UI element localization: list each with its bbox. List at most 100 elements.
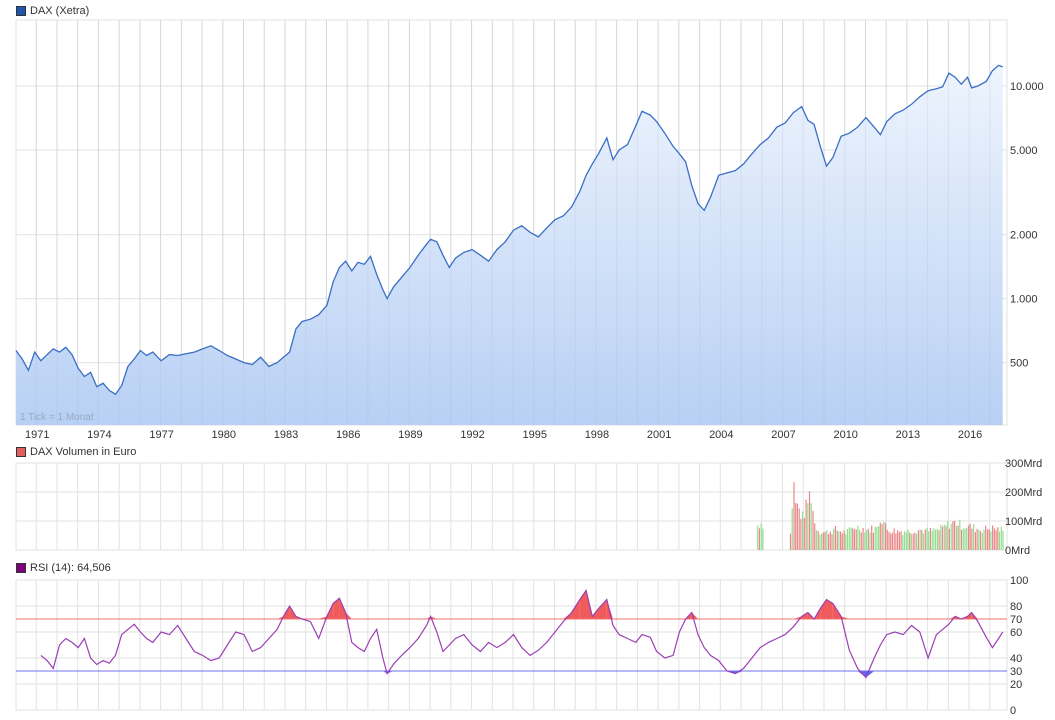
volume-bar xyxy=(895,533,897,550)
volume-bar xyxy=(800,518,802,550)
volume-bar xyxy=(990,531,992,550)
rsi-y-tick: 60 xyxy=(1010,627,1022,639)
volume-bar xyxy=(812,510,814,550)
volume-bar xyxy=(822,532,824,550)
volume-bar xyxy=(902,534,904,550)
volume-bar xyxy=(940,524,942,550)
x-tick: 2013 xyxy=(896,429,920,441)
volume-bar xyxy=(793,482,795,550)
volume-bar xyxy=(841,533,843,550)
volume-bar xyxy=(966,528,968,550)
volume-bar xyxy=(860,532,862,550)
volume-bar xyxy=(998,531,1001,550)
rsi-overbought-fill xyxy=(571,599,580,619)
volume-bar xyxy=(903,531,906,550)
volume-bar xyxy=(979,531,982,550)
volume-bar xyxy=(758,528,760,550)
volume-bar xyxy=(802,511,804,550)
legend-rsi-swatch xyxy=(16,563,26,573)
volume-bar xyxy=(952,521,954,550)
tick-note: 1 Tick = 1 Monat xyxy=(20,412,94,423)
volume-bar xyxy=(974,531,976,550)
volume-bar xyxy=(985,525,987,550)
x-tick: 1998 xyxy=(585,429,609,441)
volume-bar xyxy=(928,531,930,550)
x-tick: 2016 xyxy=(958,429,982,441)
volume-bar xyxy=(789,533,792,550)
volume-bar xyxy=(947,521,949,550)
volume-bar xyxy=(997,527,999,550)
volume-bar xyxy=(796,503,798,550)
volume-bar xyxy=(919,529,921,550)
volume-bar xyxy=(964,528,966,550)
volume-bar xyxy=(805,499,807,550)
volume-bar xyxy=(824,531,826,550)
volume-bar xyxy=(917,530,919,550)
rsi-y-tick: 80 xyxy=(1010,601,1022,613)
volume-bar xyxy=(791,508,793,550)
volume-bar xyxy=(879,522,881,550)
volume-bar xyxy=(992,525,994,550)
volume-bar xyxy=(814,523,816,550)
x-tick: 1971 xyxy=(25,429,49,441)
x-tick: 1974 xyxy=(87,429,111,441)
volume-bar xyxy=(881,524,883,550)
volume-bar xyxy=(840,531,842,550)
volume-bar xyxy=(808,491,811,550)
volume-y-tick: 0Mrd xyxy=(1005,545,1030,557)
x-tick: 1980 xyxy=(212,429,236,441)
volume-bar xyxy=(795,503,797,550)
volume-bar xyxy=(993,528,995,550)
volume-bar xyxy=(852,528,854,550)
x-tick: 2004 xyxy=(709,429,733,441)
volume-bar xyxy=(848,527,850,550)
volume-bar xyxy=(762,528,764,550)
volume-bar xyxy=(810,503,812,550)
volume-bar xyxy=(853,529,855,550)
volume-bar xyxy=(845,534,847,550)
volume-bar xyxy=(855,529,857,550)
volume-bar xyxy=(869,532,871,550)
volume-bar xyxy=(978,530,980,550)
volume-bar xyxy=(973,524,975,550)
volume-bar xyxy=(843,530,845,550)
volume-bar xyxy=(871,525,873,550)
x-tick: 1977 xyxy=(149,429,173,441)
volume-bar xyxy=(935,529,937,550)
legend-rsi-label: RSI (14): 64,506 xyxy=(30,562,111,574)
volume-bar xyxy=(850,527,852,550)
volume-y-tick: 200Mrd xyxy=(1005,487,1042,499)
volume-bar xyxy=(955,526,957,550)
volume-bar xyxy=(900,531,902,550)
volume-bar xyxy=(876,526,878,550)
volume-bar xyxy=(891,532,893,550)
volume-bar xyxy=(950,523,952,550)
volume-bar xyxy=(886,529,888,550)
volume-bar xyxy=(959,519,961,550)
volume-bar xyxy=(971,528,973,550)
legend-volume-label: DAX Volumen in Euro xyxy=(30,446,137,458)
rsi-y-tick: 30 xyxy=(1010,666,1022,678)
volume-bar xyxy=(907,529,909,550)
volume-bar xyxy=(976,528,978,550)
rsi-y-tick: 40 xyxy=(1010,653,1022,665)
volume-bar xyxy=(819,534,821,550)
legend-price: DAX (Xetra) xyxy=(16,5,89,17)
volume-bar xyxy=(807,503,809,550)
volume-bar xyxy=(945,525,947,550)
rsi-y-tick: 100 xyxy=(1010,575,1028,587)
volume-bar xyxy=(905,532,907,550)
volume-bar xyxy=(936,528,938,550)
volume-bar xyxy=(921,530,923,550)
volume-bar xyxy=(995,530,997,550)
volume-bar xyxy=(859,529,861,550)
volume-bar xyxy=(1002,530,1004,550)
volume-bar xyxy=(874,526,876,550)
x-tick: 1986 xyxy=(336,429,360,441)
volume-bar xyxy=(838,531,840,550)
rsi-line xyxy=(40,588,1004,679)
volume-bar xyxy=(931,530,933,550)
volume-bar xyxy=(957,525,959,550)
volume-bar xyxy=(883,522,885,550)
